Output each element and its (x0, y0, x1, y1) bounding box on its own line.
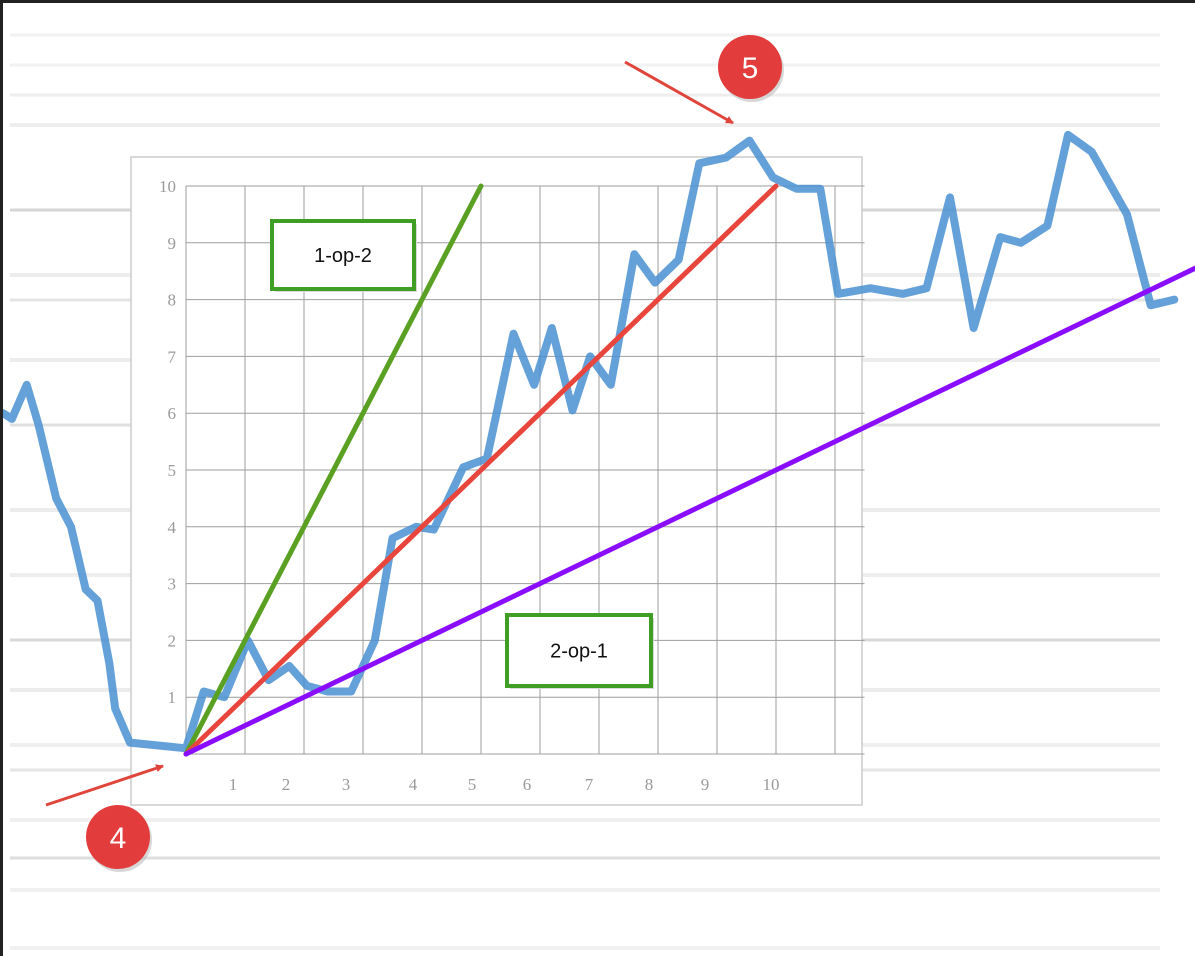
step-marker: 4 (45, 764, 164, 872)
x-axis-ticks: 1 2 3 4 5 6 7 8 9 10 (229, 775, 780, 794)
y-axis-ticks: 1 2 3 4 5 6 7 8 9 10 (159, 177, 177, 707)
annotations: 1-op-2 2-op-1 (270, 219, 654, 689)
x-tick-label: 3 (342, 775, 351, 794)
trend-line-1-op-1 (183, 183, 779, 757)
x-tick-label: 5 (468, 775, 477, 794)
marker-circle (86, 805, 150, 869)
trend-lines (183, 183, 1195, 757)
marker-circle (718, 35, 782, 99)
markers: 45 (45, 35, 784, 872)
x-tick-label: 10 (763, 775, 780, 794)
x-tick-label: 7 (585, 775, 594, 794)
marker-arrow (45, 764, 164, 807)
marker-number: 5 (742, 52, 759, 85)
y-tick-label: 7 (168, 347, 177, 366)
trend-line-1-op-2 (183, 183, 484, 757)
annotation-box: 2-op-1 (505, 613, 654, 689)
y-tick-label: 3 (168, 575, 177, 594)
y-tick-label: 4 (168, 518, 177, 537)
x-tick-label: 9 (701, 775, 710, 794)
y-tick-label: 5 (168, 461, 177, 480)
x-tick-label: 4 (409, 775, 418, 794)
series-line (3, 130, 1179, 753)
annotation-box: 1-op-2 (270, 219, 417, 292)
price-series (3, 130, 1179, 753)
x-tick-label: 2 (282, 775, 291, 794)
annotation-label: 1-op-2 (314, 245, 372, 267)
y-tick-label: 10 (159, 177, 176, 196)
annotation-label: 2-op-1 (550, 641, 608, 663)
step-marker: 5 (624, 35, 784, 125)
x-tick-label: 1 (229, 775, 238, 794)
y-tick-label: 8 (168, 291, 177, 310)
annotation-border (270, 219, 416, 291)
trend-line-2-op-1 (183, 265, 1195, 757)
y-tick-label: 2 (168, 631, 177, 650)
marker-number: 4 (110, 822, 127, 855)
x-tick-label: 8 (645, 775, 654, 794)
y-tick-label: 1 (168, 688, 177, 707)
x-tick-label: 6 (523, 775, 532, 794)
y-tick-label: 6 (168, 404, 177, 423)
y-tick-label: 9 (168, 234, 177, 253)
marker-arrow (624, 60, 734, 125)
annotation-border (505, 613, 653, 688)
